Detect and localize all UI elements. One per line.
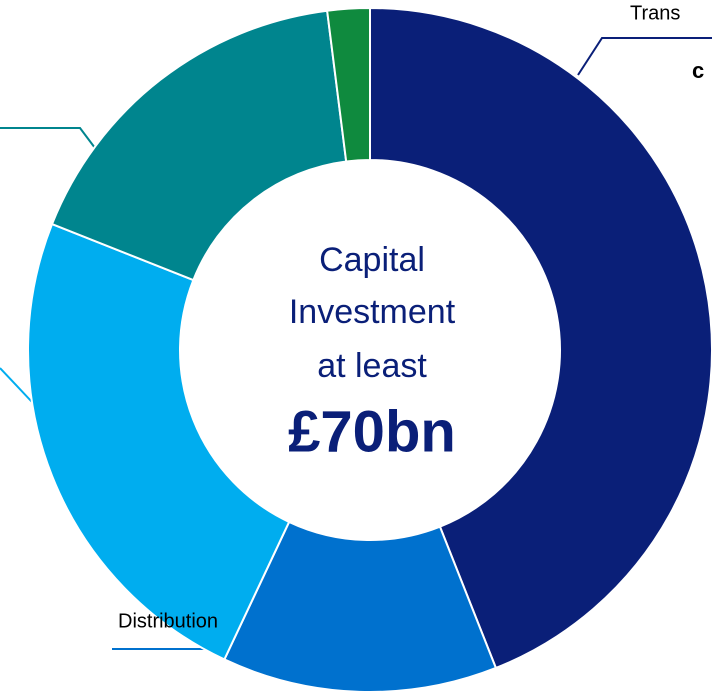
center-text: Capital (319, 241, 425, 279)
slice (369, 6, 712, 670)
leader-line (577, 37, 712, 76)
leader-line (0, 367, 33, 403)
slice (50, 9, 348, 282)
center-text: at least (317, 347, 427, 385)
slice-label: Trans (630, 2, 680, 24)
annotation: c (692, 58, 704, 83)
slice (326, 6, 371, 163)
slice (27, 222, 291, 661)
center-value: £70bn (288, 399, 456, 464)
slice-label: Distribution (118, 610, 218, 632)
slices (27, 6, 712, 692)
leader-line (0, 127, 99, 153)
center-text: Investment (289, 293, 456, 331)
slice (223, 520, 498, 692)
